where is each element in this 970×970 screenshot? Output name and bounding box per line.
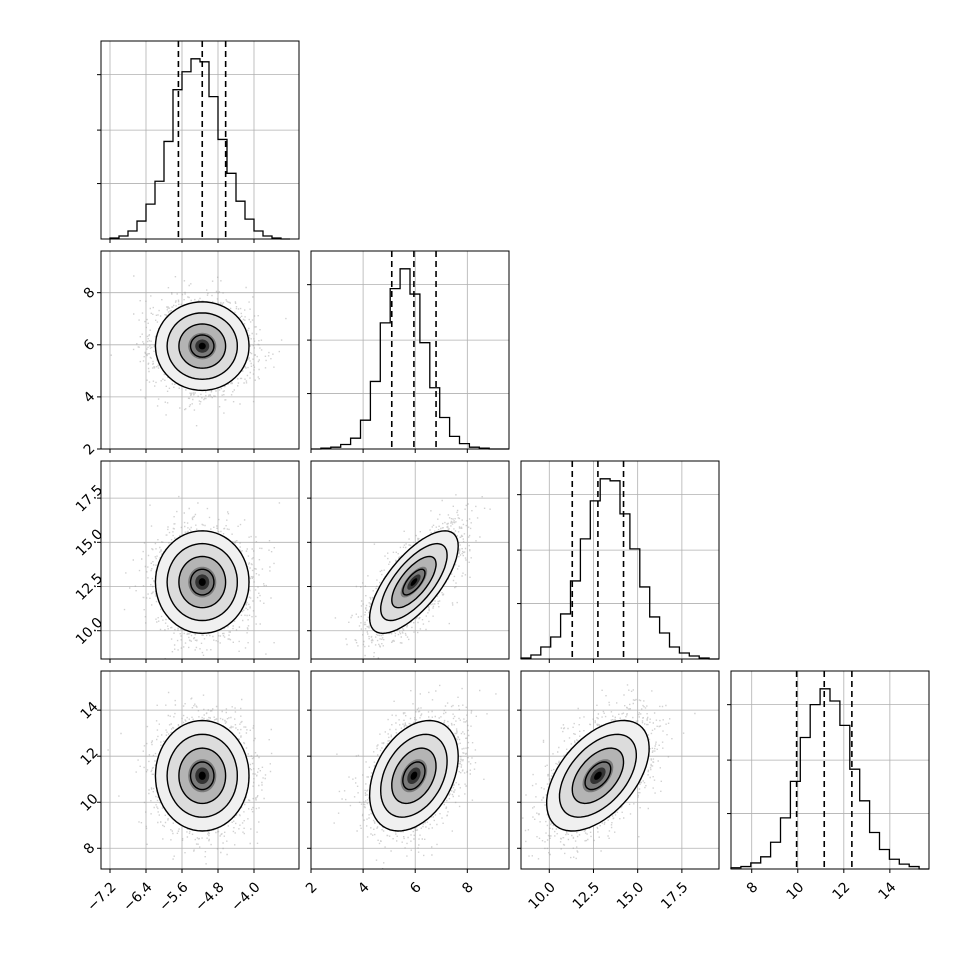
contour-line-1	[166, 733, 239, 818]
panel-frame	[310, 460, 510, 660]
x-tick-label: 10	[783, 879, 807, 903]
panel-content	[311, 671, 509, 869]
contour-line-0	[546, 719, 650, 832]
y-tick-label: 2	[81, 441, 99, 459]
contour-line-1	[558, 733, 637, 818]
panel-content	[101, 461, 299, 659]
x-tick-label: 8	[744, 879, 762, 897]
histogram-step-3	[730, 688, 929, 870]
y-tick-label: 8	[81, 285, 99, 303]
contour-line-3	[189, 761, 215, 791]
density-fill-5	[410, 578, 418, 586]
hist-panel-0	[97, 40, 300, 243]
contour-line-2	[178, 323, 227, 369]
contour-line-2	[178, 555, 227, 609]
x-tick-label: −6.4	[120, 879, 155, 914]
panel-frame	[310, 250, 510, 450]
scatter-panel-3-2	[517, 670, 720, 873]
contour-line-2	[571, 747, 625, 805]
y-tick-label: 4	[81, 389, 99, 407]
x-tick-label: −4.8	[192, 879, 227, 914]
panel-frame	[100, 250, 300, 450]
histogram-step-0	[109, 58, 290, 240]
contour-line-0	[154, 719, 250, 832]
hist-panel-2	[517, 460, 720, 663]
x-tick-label: 4	[355, 879, 373, 897]
hist-panel-1	[307, 250, 510, 453]
panel-frame	[520, 460, 720, 660]
x-tick-label: −4.0	[228, 879, 263, 914]
density-fill-5	[198, 771, 206, 780]
x-tick-label: 15.0	[614, 879, 647, 912]
panel-frame	[520, 670, 720, 870]
contour-line-0	[368, 719, 459, 832]
contour-line-1	[166, 542, 239, 622]
panel-frame	[100, 670, 300, 870]
x-tick-label: −7.2	[84, 879, 119, 914]
scatter-panel-2-0	[97, 460, 300, 663]
contour-line-1	[379, 733, 448, 818]
y-tick-label: 8	[81, 840, 99, 858]
contour-line-2	[391, 747, 437, 805]
contour-line-0	[154, 301, 250, 392]
x-tick-label: 12	[830, 879, 854, 903]
scatter-panel-2-1	[307, 460, 510, 663]
panel-content	[521, 671, 719, 869]
density-fill-5	[594, 771, 602, 780]
x-tick-label: 6	[407, 879, 425, 897]
contour-line-1	[166, 312, 239, 381]
panel-frame	[100, 40, 300, 240]
contour-line-3	[402, 761, 426, 791]
x-tick-label: 12.5	[570, 879, 603, 912]
x-tick-label: 8	[459, 879, 477, 897]
x-tick-label: −5.6	[156, 879, 191, 914]
x-tick-label: 2	[303, 879, 321, 897]
contour-line-1	[379, 542, 448, 622]
histogram-step-2	[520, 478, 719, 660]
density-fill-5	[198, 342, 206, 350]
x-tick-label: 14	[876, 879, 900, 903]
contour-line-3	[584, 761, 612, 791]
panel-frame	[100, 460, 300, 660]
y-tick-label: 12	[78, 745, 102, 769]
panel-frame	[310, 670, 510, 870]
y-tick-label: 10	[78, 791, 102, 815]
panel-content	[101, 251, 299, 449]
x-tick-label: 17.5	[658, 879, 691, 912]
scatter-panel-1-0	[97, 250, 300, 453]
y-tick-label: 14	[78, 699, 102, 723]
panel-content	[101, 671, 299, 869]
contour-line-2	[391, 555, 437, 609]
contour-line-0	[368, 530, 459, 635]
histogram-step-1	[311, 268, 509, 450]
contour-line-3	[189, 334, 215, 358]
x-tick-label: 10.0	[526, 879, 559, 912]
y-tick-label: 6	[81, 337, 99, 355]
density-fill-5	[410, 771, 418, 780]
scatter-panel-3-0	[97, 670, 300, 873]
contour-line-0	[154, 530, 250, 635]
hist-panel-3	[727, 670, 930, 873]
contour-line-3	[402, 568, 426, 596]
panel-content	[311, 461, 509, 659]
density-fill-5	[198, 578, 206, 586]
scatter-panel-3-1	[307, 670, 510, 873]
contour-line-2	[178, 747, 227, 805]
contour-line-3	[189, 568, 215, 596]
panel-frame	[730, 670, 930, 870]
